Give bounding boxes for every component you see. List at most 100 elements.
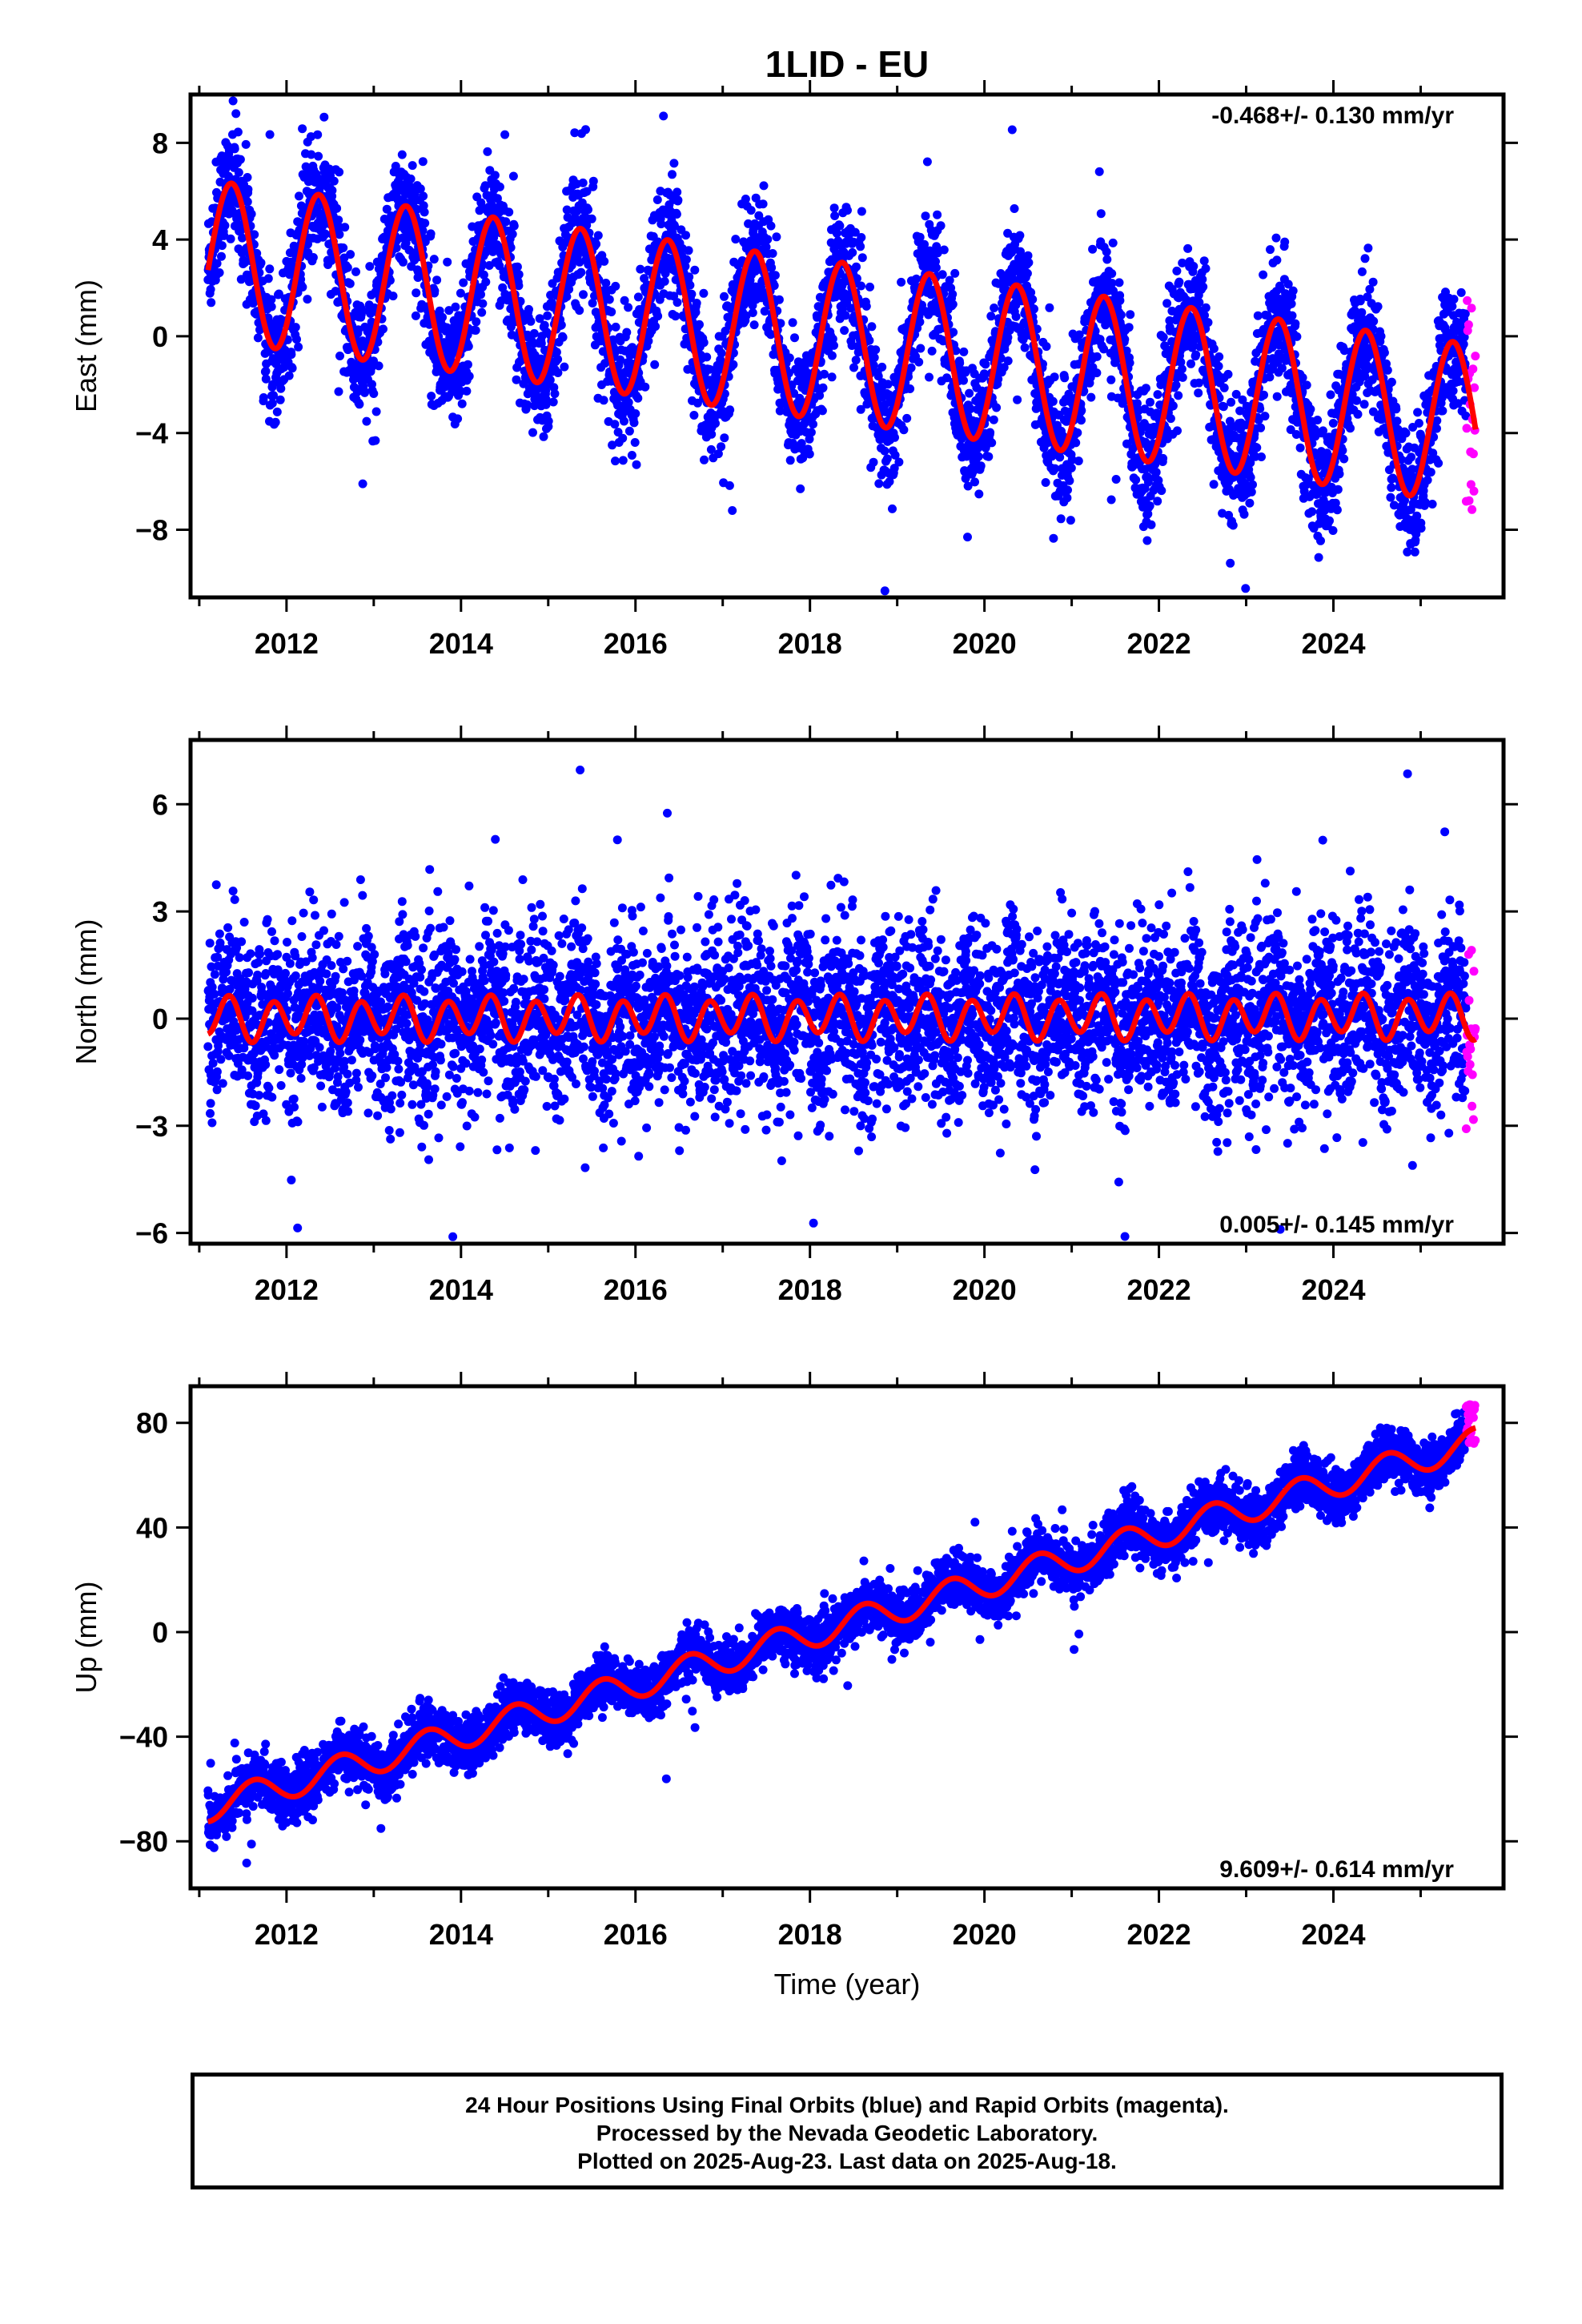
east-final-point xyxy=(1383,365,1392,375)
east-final-point xyxy=(608,335,618,344)
east-final-point xyxy=(1357,267,1367,276)
east-final-point xyxy=(443,257,452,267)
east-final-point xyxy=(1392,416,1402,426)
east-final-point xyxy=(1306,404,1315,414)
east-final-point xyxy=(754,211,764,220)
east-final-point xyxy=(1050,372,1059,382)
east-final-point xyxy=(334,215,343,225)
east-final-point xyxy=(729,360,738,369)
east-final-point xyxy=(798,453,808,463)
east-final-point xyxy=(728,506,737,515)
east-final-point xyxy=(959,347,969,356)
east-final-point xyxy=(327,186,337,195)
east-final-point xyxy=(945,275,954,285)
east-final-point xyxy=(413,267,423,276)
east-final-point xyxy=(610,420,620,429)
east-final-point xyxy=(1260,412,1270,421)
east-final-point xyxy=(748,308,757,317)
east-final-point xyxy=(693,398,702,408)
east-final-point xyxy=(379,324,387,334)
east-final-point xyxy=(911,274,921,283)
east-final-point xyxy=(530,401,540,411)
east-final-point xyxy=(627,451,636,460)
east-final-point xyxy=(1086,372,1095,382)
east-final-point xyxy=(536,339,546,348)
east-final-point xyxy=(862,400,872,409)
east-final-point xyxy=(385,275,395,285)
east-final-point xyxy=(931,263,941,272)
east-final-point xyxy=(478,299,488,308)
east-final-point xyxy=(1166,414,1175,424)
east-final-point xyxy=(805,434,814,444)
east-final-point xyxy=(806,428,816,437)
east-final-point xyxy=(644,336,653,346)
east-final-point xyxy=(684,246,693,255)
east-final-point xyxy=(832,228,841,238)
east-final-point xyxy=(357,304,367,314)
east-final-point xyxy=(1265,372,1275,382)
east-final-point xyxy=(741,195,750,203)
east-final-point xyxy=(979,369,989,379)
east-final-point xyxy=(942,373,952,383)
east-final-point xyxy=(253,333,263,343)
east-final-point xyxy=(284,371,294,380)
east-final-point xyxy=(915,317,925,327)
east-final-point xyxy=(459,278,468,287)
east-final-point xyxy=(1391,404,1401,414)
east-final-point xyxy=(430,286,440,296)
east-final-point xyxy=(419,201,428,211)
east-final-point xyxy=(989,415,998,424)
east-final-point xyxy=(548,397,558,407)
east-final-point xyxy=(346,250,355,259)
east-final-point xyxy=(796,484,805,493)
east-final-point xyxy=(481,248,490,257)
east-final-point xyxy=(725,405,735,415)
east-final-point xyxy=(1266,245,1275,255)
east-final-point xyxy=(1298,373,1307,383)
east-final-point xyxy=(541,386,551,396)
east-final-point xyxy=(759,181,769,191)
east-final-point xyxy=(1096,209,1106,219)
east-final-point xyxy=(652,195,662,204)
east-final-point xyxy=(681,255,691,264)
east-final-point xyxy=(690,265,700,275)
east-final-point xyxy=(1086,392,1096,402)
east-final-point xyxy=(769,281,779,291)
east-final-point xyxy=(233,127,243,137)
east-final-point xyxy=(1007,125,1017,135)
east-final-point xyxy=(925,372,934,382)
east-final-point xyxy=(611,322,620,332)
east-final-point xyxy=(955,359,965,368)
east-final-point xyxy=(986,312,996,321)
east-final-point xyxy=(774,295,784,304)
east-final-point xyxy=(576,267,586,277)
east-final-point xyxy=(1227,397,1236,407)
east-final-point xyxy=(1215,352,1224,361)
east-final-point xyxy=(938,270,947,279)
east-final-point xyxy=(1316,536,1325,545)
east-final-point xyxy=(700,455,709,464)
east-final-point xyxy=(550,389,560,399)
east-final-point xyxy=(1055,452,1065,462)
east-final-point xyxy=(514,270,524,279)
east-final-point xyxy=(974,489,984,499)
east-final-point xyxy=(276,384,286,393)
east-final-point xyxy=(1272,255,1282,265)
east-final-point xyxy=(915,232,925,242)
east-final-point xyxy=(267,302,276,312)
east-final-point xyxy=(1248,480,1257,489)
east-final-point xyxy=(687,289,697,299)
east-final-point xyxy=(358,479,367,489)
east-final-point xyxy=(228,96,238,106)
east-final-point xyxy=(419,191,428,201)
east-final-point xyxy=(715,364,725,374)
east-final-point xyxy=(841,311,850,320)
east-final-point xyxy=(620,416,628,426)
east-final-point xyxy=(874,479,884,489)
east-final-point xyxy=(1353,409,1363,419)
east-final-point xyxy=(1332,505,1342,515)
east-final-point xyxy=(416,184,425,194)
east-final-point xyxy=(1194,388,1203,398)
east-final-point xyxy=(313,130,323,139)
east-final-point xyxy=(540,320,549,330)
